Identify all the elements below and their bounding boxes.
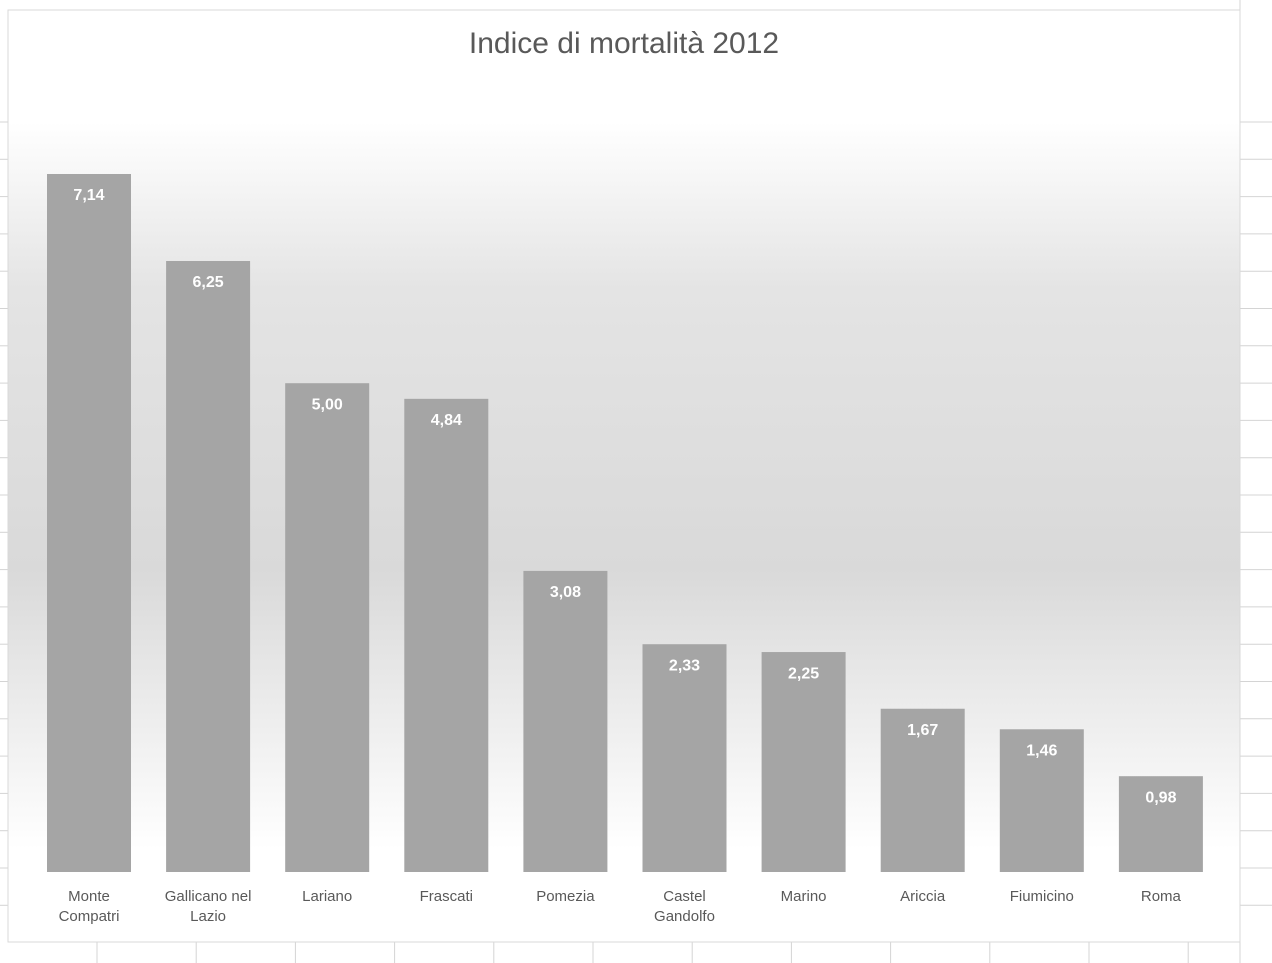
bar — [404, 398, 489, 872]
bar — [523, 570, 608, 872]
x-tick-label: Castel Gandolfo — [654, 888, 715, 925]
chart-title: Indice di mortalità 2012 — [469, 27, 779, 60]
data-label: 2,33 — [669, 657, 700, 674]
data-label: 7,14 — [73, 187, 104, 204]
data-label: 6,25 — [193, 274, 224, 291]
data-label: 3,08 — [550, 584, 581, 601]
x-tick-label: Roma — [1140, 888, 1181, 905]
x-tick-label: Pomezia — [536, 888, 595, 905]
bar — [642, 644, 727, 872]
x-tick-label: Marino — [780, 888, 827, 905]
x-tick-label: Lariano — [302, 888, 353, 905]
data-label: 5,00 — [312, 396, 343, 413]
x-tick-label: Fiumicino — [1009, 888, 1074, 905]
data-label: 0,98 — [1145, 789, 1176, 806]
bar — [1118, 776, 1203, 872]
data-label: 1,46 — [1026, 742, 1057, 759]
bar — [880, 708, 965, 872]
x-tick-label: Monte Compatri — [58, 888, 120, 925]
x-tick-label: Gallicano nel Lazio — [164, 888, 252, 925]
data-label: 2,25 — [788, 665, 819, 682]
bar — [999, 729, 1084, 872]
x-tick-label: Ariccia — [900, 888, 946, 905]
bar — [285, 383, 370, 872]
bar — [166, 261, 251, 872]
data-label: 4,84 — [431, 412, 462, 429]
data-label: 1,67 — [907, 722, 938, 739]
x-tick-label: Frascati — [419, 888, 473, 905]
bar — [47, 174, 131, 872]
bar — [761, 652, 846, 872]
